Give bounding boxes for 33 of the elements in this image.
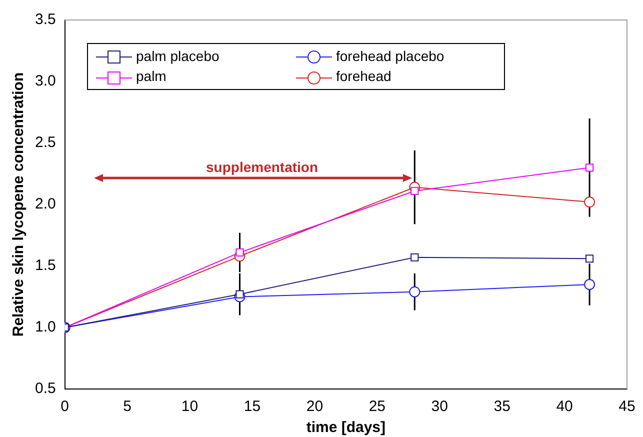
y-tick-label: 3.5 [34,11,56,28]
legend-label: forehead [336,68,392,84]
x-tick-label: 10 [181,398,198,416]
x-tick-label: 0 [60,398,70,416]
point [236,248,244,257]
x-tick-label: 40 [556,398,573,416]
point [409,286,420,298]
y-tick-label: 1.0 [34,318,56,336]
point [585,164,594,172]
point [236,290,244,298]
y-tick-label: 3.0 [34,72,56,90]
x-tick-label: 25 [368,398,386,416]
y-tick-label: 1.5 [34,257,56,274]
point [410,253,419,262]
x-tick-label: 30 [431,398,448,416]
x-tick-label: 35 [494,398,510,416]
point [585,254,594,263]
x-tick-label: 15 [244,398,261,416]
legend-label: palm placebo [136,48,220,64]
annotation: supplementation [206,159,318,175]
legend-label: forehead placebo [336,48,444,64]
x-tick-label: 45 [618,398,636,416]
x-tick-label: 5 [123,398,132,416]
y-tick-label: 0.5 [34,380,56,398]
point [584,196,596,208]
point [410,186,419,196]
x-tick-label: 20 [306,398,324,416]
y-axis-title: Relative skin lycopene concentration [10,72,28,337]
point [584,278,596,290]
legend-label: palm [136,68,166,84]
x-axis-title: time [days] [306,419,386,436]
y-tick-label: 2.5 [34,134,56,152]
y-tick-label: 2.0 [34,196,56,213]
